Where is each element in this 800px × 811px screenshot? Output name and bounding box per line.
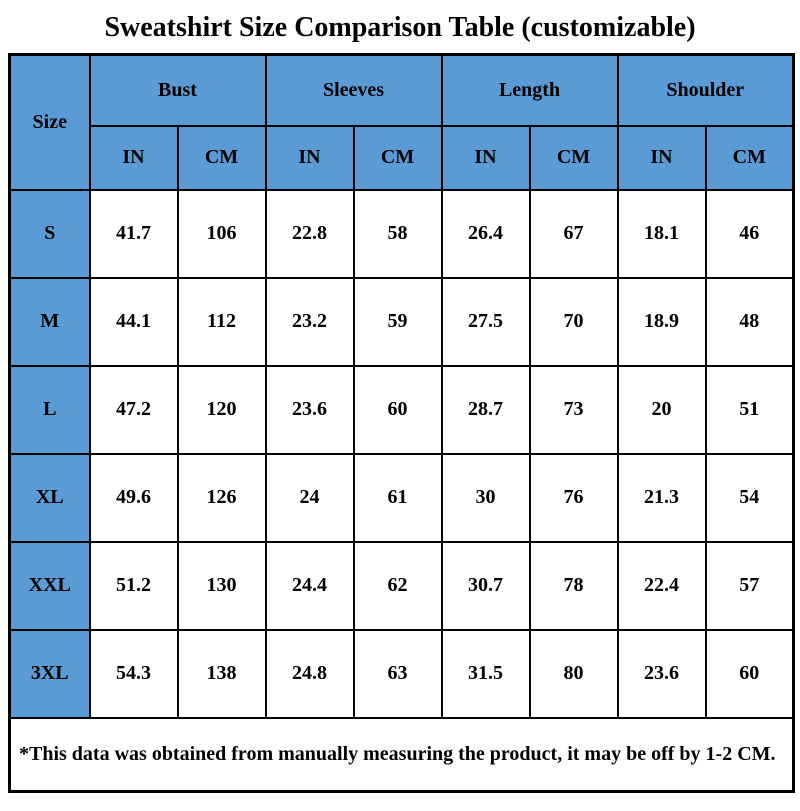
- value-cell: 18.9: [616, 276, 707, 367]
- value-cell: 48: [704, 276, 795, 367]
- value-cell: 51.2: [88, 540, 179, 631]
- table-row: XXL 51.2 130 24.4 62 30.7 78 22.4 57: [8, 540, 795, 631]
- value-cell: 57: [704, 540, 795, 631]
- unit-header-in: IN: [264, 124, 355, 191]
- value-cell: 60: [704, 628, 795, 719]
- value-cell: 60: [352, 364, 443, 455]
- group-header-shoulder: Shoulder: [616, 53, 795, 127]
- table-row: S 41.7 106 22.8 58 26.4 67 18.1 46: [8, 188, 795, 279]
- footnote: *This data was obtained from manually me…: [8, 716, 795, 793]
- value-cell: 73: [528, 364, 619, 455]
- group-header-bust: Bust: [88, 53, 267, 127]
- value-cell: 18.1: [616, 188, 707, 279]
- value-cell: 59: [352, 276, 443, 367]
- page-title: Sweatshirt Size Comparison Table (custom…: [104, 12, 696, 43]
- group-header-length: Length: [440, 53, 619, 127]
- value-cell: 51: [704, 364, 795, 455]
- unit-header-cm: CM: [352, 124, 443, 191]
- value-cell: 22.4: [616, 540, 707, 631]
- unit-header-cm: CM: [528, 124, 619, 191]
- value-cell: 30.7: [440, 540, 531, 631]
- value-cell: 130: [176, 540, 267, 631]
- value-cell: 62: [352, 540, 443, 631]
- value-cell: 23.6: [616, 628, 707, 719]
- value-cell: 21.3: [616, 452, 707, 543]
- value-cell: 26.4: [440, 188, 531, 279]
- value-cell: 120: [176, 364, 267, 455]
- value-cell: 61: [352, 452, 443, 543]
- value-cell: 58: [352, 188, 443, 279]
- size-cell: XL: [8, 452, 91, 543]
- group-header-sleeves: Sleeves: [264, 53, 443, 127]
- value-cell: 22.8: [264, 188, 355, 279]
- table-row: XL 49.6 126 24 61 30 76 21.3 54: [8, 452, 795, 543]
- table-row: 3XL 54.3 138 24.8 63 31.5 80 23.6 60: [8, 628, 795, 719]
- value-cell: 41.7: [88, 188, 179, 279]
- value-cell: 24.4: [264, 540, 355, 631]
- value-cell: 78: [528, 540, 619, 631]
- unit-header-in: IN: [616, 124, 707, 191]
- value-cell: 54.3: [88, 628, 179, 719]
- value-cell: 30: [440, 452, 531, 543]
- size-cell: 3XL: [8, 628, 91, 719]
- value-cell: 80: [528, 628, 619, 719]
- value-cell: 47.2: [88, 364, 179, 455]
- value-cell: 44.1: [88, 276, 179, 367]
- footnote-row: *This data was obtained from manually me…: [8, 716, 795, 793]
- unit-header-row: IN CM IN CM IN CM IN CM: [10, 124, 795, 191]
- value-cell: 24: [264, 452, 355, 543]
- table-row: M 44.1 112 23.2 59 27.5 70 18.9 48: [8, 276, 795, 367]
- value-cell: 138: [176, 628, 267, 719]
- size-cell: L: [8, 364, 91, 455]
- value-cell: 20: [616, 364, 707, 455]
- size-cell: XXL: [8, 540, 91, 631]
- value-cell: 63: [352, 628, 443, 719]
- value-cell: 27.5: [440, 276, 531, 367]
- value-cell: 31.5: [440, 628, 531, 719]
- size-cell: M: [8, 276, 91, 367]
- table-row: L 47.2 120 23.6 60 28.7 73 20 51: [8, 364, 795, 455]
- value-cell: 76: [528, 452, 619, 543]
- group-header-row: Size Bust Sleeves Length Shoulder: [8, 53, 795, 191]
- value-cell: 49.6: [88, 452, 179, 543]
- unit-header-in: IN: [440, 124, 531, 191]
- value-cell: 67: [528, 188, 619, 279]
- unit-header-cm: CM: [176, 124, 267, 191]
- unit-header-cm: CM: [704, 124, 795, 191]
- value-cell: 23.6: [264, 364, 355, 455]
- value-cell: 54: [704, 452, 795, 543]
- size-column-header: Size: [8, 53, 91, 191]
- size-cell: S: [8, 188, 91, 279]
- value-cell: 106: [176, 188, 267, 279]
- value-cell: 70: [528, 276, 619, 367]
- value-cell: 126: [176, 452, 267, 543]
- size-comparison-table: Size Bust Sleeves Length Shoulder IN CM IN…: [8, 53, 795, 793]
- value-cell: 28.7: [440, 364, 531, 455]
- value-cell: 24.8: [264, 628, 355, 719]
- unit-header-in: IN: [88, 124, 179, 191]
- value-cell: 112: [176, 276, 267, 367]
- value-cell: 23.2: [264, 276, 355, 367]
- value-cell: 46: [704, 188, 795, 279]
